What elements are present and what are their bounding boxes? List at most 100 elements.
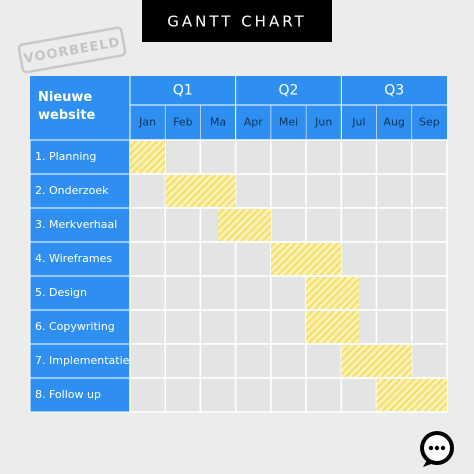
stamp-border [17, 26, 127, 74]
task-label: 2. Onderzoek [35, 184, 109, 197]
grid-cell [375, 309, 413, 345]
grid-cell [411, 309, 448, 345]
grid-cell [164, 241, 202, 277]
task-label: 8. Follow up [35, 388, 101, 401]
grid-cell [340, 241, 378, 277]
task-label: 1. Planning [35, 150, 96, 163]
header-bg [30, 76, 447, 140]
task-cell [29, 241, 131, 277]
grid-cell [234, 343, 272, 379]
grid-cell [375, 275, 413, 311]
grid-cell [340, 377, 378, 413]
task-cell [29, 173, 131, 209]
gantt-bar [130, 141, 166, 173]
task-cell [29, 207, 131, 243]
task-label: 3. Merkverhaal [35, 218, 117, 231]
quarter-label: Q3 [384, 83, 404, 99]
grid-cell [270, 173, 307, 209]
x-tick-label: Jun [314, 116, 332, 129]
grid-cell [340, 173, 378, 209]
grid-cell [375, 173, 413, 209]
grid-cell [164, 343, 202, 379]
chat-icon[interactable] [420, 431, 454, 467]
grid-cell [270, 207, 307, 243]
task-label: 6. Copywriting [35, 320, 115, 333]
grid-cell [411, 207, 448, 243]
task-label: 5. Design [35, 286, 87, 299]
grid-cell [270, 377, 307, 413]
grid-cell [411, 173, 448, 209]
grid-cell [305, 207, 343, 243]
grid-cell [164, 309, 202, 345]
task-label: 7. Implementatie [35, 354, 130, 367]
task-cell [29, 309, 131, 345]
grid-cell [234, 173, 272, 209]
gantt-bar [376, 379, 447, 411]
x-tick-label: Jul [351, 116, 365, 129]
grid-cell [270, 275, 307, 311]
x-tick-label: Apr [244, 116, 264, 129]
grid-cell [164, 139, 202, 175]
grid-cell [270, 309, 307, 345]
x-tick-label: Sep [419, 116, 440, 129]
grid-cell [164, 207, 202, 243]
gantt-bar [218, 209, 271, 241]
grid-cell [129, 207, 166, 243]
grid-cell [199, 377, 237, 413]
grid-cell [340, 139, 378, 175]
grid-cell [340, 207, 378, 243]
grid-cell [411, 139, 448, 175]
task-cell [29, 139, 131, 175]
grid-cell [129, 309, 166, 345]
gantt-bar [306, 311, 359, 343]
task-label: 4. Wireframes [35, 252, 112, 265]
gantt-bar [270, 243, 342, 275]
grid-cell [199, 343, 237, 379]
grid-cell [129, 377, 166, 413]
quarter-label: Q1 [173, 83, 193, 99]
grid-cell [305, 139, 343, 175]
task-cell [29, 343, 131, 379]
gantt-bar [306, 277, 359, 309]
grid-cell [305, 377, 343, 413]
x-tick-label: Feb [173, 116, 192, 129]
grid-cell [375, 241, 413, 277]
grid-cell [234, 275, 272, 311]
grid-cell [234, 139, 272, 175]
chart-title: GANTT CHART [167, 13, 306, 31]
grid-cell [411, 343, 448, 379]
grid-cell [375, 139, 413, 175]
grid-cell [234, 377, 272, 413]
grid-cell [270, 139, 307, 175]
grid-cell [129, 275, 166, 311]
grid-cell [129, 241, 166, 277]
title-box [142, 0, 332, 42]
grid-cell [234, 241, 272, 277]
grid-cell [199, 275, 237, 311]
x-tick-label: Aug [383, 116, 404, 129]
x-tick-label: Ma [210, 116, 226, 129]
grid-cell [375, 207, 413, 243]
grid-cell [199, 241, 237, 277]
grid-cell [305, 343, 343, 379]
grid-cell [199, 139, 237, 175]
gantt-table: Nieuwe website Q1 Q2 Q3 Jan Feb Ma Apr Mei Jun Jul A… [29, 76, 448, 413]
task-cell [29, 275, 131, 311]
grid-cell [305, 173, 343, 209]
grid-cell [411, 275, 448, 311]
task-cell [29, 377, 131, 413]
grid-cell [164, 377, 202, 413]
grid-cell [411, 241, 448, 277]
gantt-bar [341, 345, 412, 377]
gantt-bar [165, 175, 236, 207]
corner-label: Nieuwe website [38, 90, 96, 123]
x-tick-label: Jan [138, 116, 156, 129]
grid-cell [199, 309, 237, 345]
x-tick-label: Mei [279, 116, 298, 129]
grid-cell [234, 309, 272, 345]
grid-cell [129, 173, 166, 209]
grid-cell [164, 275, 202, 311]
grid-cell [270, 343, 307, 379]
grid-cell [129, 343, 166, 379]
